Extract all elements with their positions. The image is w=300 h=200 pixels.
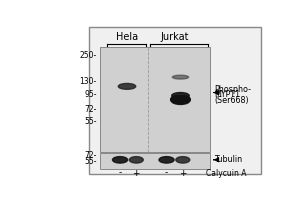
- Ellipse shape: [171, 96, 190, 103]
- Ellipse shape: [159, 157, 174, 163]
- Text: 250-: 250-: [80, 51, 97, 60]
- Text: 72-: 72-: [84, 151, 97, 160]
- Text: Calycuin A: Calycuin A: [206, 169, 246, 178]
- Text: 55-: 55-: [84, 117, 97, 126]
- Text: (Ser668): (Ser668): [214, 96, 249, 105]
- Ellipse shape: [172, 75, 189, 79]
- Text: +: +: [133, 169, 140, 178]
- Ellipse shape: [129, 157, 143, 163]
- Text: Hela: Hela: [116, 32, 138, 42]
- Ellipse shape: [171, 96, 190, 100]
- FancyBboxPatch shape: [100, 153, 210, 169]
- Text: 55-: 55-: [84, 157, 97, 166]
- Ellipse shape: [176, 157, 190, 163]
- Text: 130-: 130-: [80, 77, 97, 86]
- Text: -: -: [165, 169, 168, 178]
- Text: -: -: [118, 169, 122, 178]
- Text: 72-: 72-: [84, 105, 97, 114]
- Text: Jurkat: Jurkat: [160, 32, 189, 42]
- Text: 95-: 95-: [84, 90, 97, 99]
- Ellipse shape: [171, 96, 190, 104]
- Text: MYPT1: MYPT1: [214, 90, 240, 99]
- Text: Tubulin: Tubulin: [214, 155, 242, 164]
- Ellipse shape: [118, 83, 136, 89]
- FancyBboxPatch shape: [89, 27, 261, 174]
- Ellipse shape: [172, 93, 189, 99]
- FancyBboxPatch shape: [100, 47, 210, 152]
- Ellipse shape: [112, 157, 128, 163]
- Text: +: +: [179, 169, 187, 178]
- Text: Phospho-: Phospho-: [214, 85, 251, 94]
